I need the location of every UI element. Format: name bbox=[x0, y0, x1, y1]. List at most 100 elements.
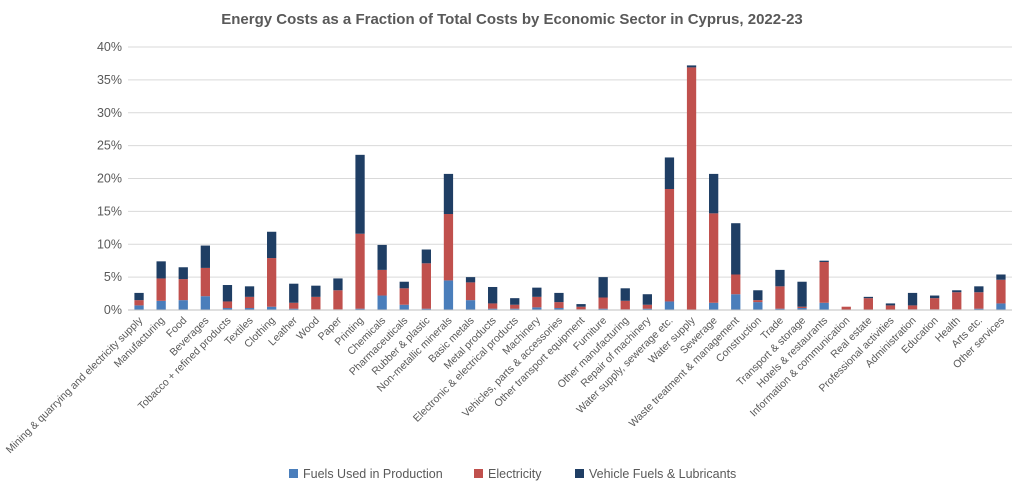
bar-segment-electricity bbox=[289, 302, 299, 309]
bar-segment-electricity bbox=[930, 298, 940, 310]
legend: Fuels Used in Production Electricity Vehic… bbox=[289, 467, 736, 481]
bar-segment-vehicle-fuels-lubricants bbox=[797, 281, 807, 307]
y-tick-label: 35% bbox=[97, 73, 122, 87]
bar-segment-vehicle-fuels-lubricants bbox=[554, 292, 564, 303]
bar-segment-vehicle-fuels-lubricants bbox=[443, 173, 454, 215]
bar-segment-fuels-used-in-production bbox=[421, 308, 431, 310]
bar-segment-vehicle-fuels-lubricants bbox=[333, 278, 343, 291]
bar-segment-electricity bbox=[709, 213, 719, 303]
x-category-label: Mining & quarrying and electricity suppl… bbox=[4, 314, 146, 456]
bar-segment-electricity bbox=[664, 189, 675, 302]
bar-segment-vehicle-fuels-lubricants bbox=[930, 295, 940, 299]
bar-segment-vehicle-fuels-lubricants bbox=[178, 267, 188, 280]
bar-segment-electricity bbox=[775, 286, 785, 309]
legend-swatch bbox=[474, 469, 483, 478]
y-tick-label: 5% bbox=[104, 270, 122, 284]
bar-segment-electricity bbox=[156, 278, 166, 301]
bar-segment-fuels-used-in-production bbox=[642, 308, 652, 310]
bar-segment-electricity bbox=[443, 214, 454, 281]
bar-segment-fuels-used-in-production bbox=[598, 308, 608, 310]
bar-segment-electricity bbox=[399, 288, 409, 305]
bar-segment-vehicle-fuels-lubricants bbox=[819, 260, 829, 263]
bar-segment-electricity bbox=[244, 296, 255, 309]
bar-segment-fuels-used-in-production bbox=[819, 302, 829, 310]
bar-segment-electricity bbox=[134, 300, 144, 306]
bar-segment-electricity bbox=[620, 300, 630, 310]
bar-segment-electricity bbox=[731, 274, 741, 295]
bar-segment-vehicle-fuels-lubricants bbox=[974, 286, 984, 293]
bar-segment-electricity bbox=[222, 301, 233, 309]
bar-segment-fuels-used-in-production bbox=[134, 305, 144, 310]
bar-segment-electricity bbox=[642, 304, 652, 309]
y-tick-label: 40% bbox=[97, 40, 122, 54]
bar-segment-fuels-used-in-production bbox=[377, 295, 387, 310]
y-tick-label: 0% bbox=[104, 303, 122, 317]
bar-segment-electricity bbox=[819, 262, 829, 303]
bar-segment-electricity bbox=[797, 306, 807, 309]
bar-segment-fuels-used-in-production bbox=[267, 306, 277, 310]
bar-segment-electricity bbox=[311, 296, 321, 310]
bar-segment-electricity bbox=[200, 267, 210, 297]
bar-segment-electricity bbox=[974, 292, 984, 309]
bar-segment-vehicle-fuels-lubricants bbox=[952, 290, 962, 293]
bar-segment-vehicle-fuels-lubricants bbox=[377, 244, 387, 270]
bar-segment-fuels-used-in-production bbox=[465, 300, 476, 310]
bar-segment-vehicle-fuels-lubricants bbox=[576, 304, 586, 307]
bar-segment-fuels-used-in-production bbox=[709, 302, 719, 310]
bar-segment-vehicle-fuels-lubricants bbox=[289, 283, 299, 303]
bar-segment-fuels-used-in-production bbox=[532, 307, 542, 310]
x-category-label: Wood bbox=[294, 315, 322, 343]
bar-segment-electricity bbox=[863, 298, 873, 310]
bar-segment-fuels-used-in-production bbox=[797, 308, 807, 310]
bar-segment-vehicle-fuels-lubricants bbox=[642, 294, 652, 305]
bar-segment-fuels-used-in-production bbox=[443, 280, 454, 310]
legend-label: Electricity bbox=[488, 467, 542, 481]
bar-segment-vehicle-fuels-lubricants bbox=[863, 296, 873, 299]
bar-segment-vehicle-fuels-lubricants bbox=[664, 157, 675, 190]
bar-segment-vehicle-fuels-lubricants bbox=[510, 298, 520, 305]
bar-segment-vehicle-fuels-lubricants bbox=[244, 286, 255, 297]
bar-segment-electricity bbox=[907, 305, 918, 310]
bar-segment-fuels-used-in-production bbox=[488, 308, 498, 310]
y-tick-label: 20% bbox=[97, 172, 122, 186]
bar-segment-electricity bbox=[686, 67, 697, 310]
bars bbox=[134, 65, 1006, 310]
bar-segment-vehicle-fuels-lubricants bbox=[156, 261, 166, 279]
bar-segment-fuels-used-in-production bbox=[289, 308, 299, 310]
bar-segment-electricity bbox=[355, 233, 365, 309]
bar-segment-electricity bbox=[952, 292, 962, 310]
y-tick-label: 25% bbox=[97, 139, 122, 153]
legend-label: Vehicle Fuels & Lubricants bbox=[589, 467, 736, 481]
y-tick-label: 30% bbox=[97, 106, 122, 120]
bar-segment-electricity bbox=[510, 304, 520, 309]
bar-segment-vehicle-fuels-lubricants bbox=[134, 292, 144, 301]
bar-segment-fuels-used-in-production bbox=[200, 296, 210, 310]
bar-segment-electricity bbox=[554, 302, 564, 309]
bar-segment-vehicle-fuels-lubricants bbox=[200, 245, 210, 268]
legend-swatch bbox=[289, 469, 298, 478]
bar-segment-fuels-used-in-production bbox=[731, 294, 741, 310]
bar-segment-vehicle-fuels-lubricants bbox=[907, 292, 918, 306]
bar-segment-electricity bbox=[532, 296, 542, 308]
y-tick-label: 15% bbox=[97, 204, 122, 218]
bar-segment-electricity bbox=[598, 297, 608, 309]
bar-segment-electricity bbox=[753, 300, 763, 303]
bar-segment-fuels-used-in-production bbox=[510, 308, 520, 310]
bar-segment-electricity bbox=[576, 306, 586, 310]
bar-segment-vehicle-fuels-lubricants bbox=[598, 277, 608, 298]
bar-segment-vehicle-fuels-lubricants bbox=[775, 269, 785, 287]
bar-segment-fuels-used-in-production bbox=[399, 304, 409, 310]
bar-segment-fuels-used-in-production bbox=[554, 308, 564, 310]
bar-segment-vehicle-fuels-lubricants bbox=[753, 290, 763, 301]
bar-segment-electricity bbox=[841, 306, 851, 310]
bar-segment-fuels-used-in-production bbox=[664, 301, 675, 310]
bar-segment-electricity bbox=[421, 263, 431, 309]
legend-swatch bbox=[575, 469, 584, 478]
bar-segment-fuels-used-in-production bbox=[974, 308, 984, 310]
bar-segment-vehicle-fuels-lubricants bbox=[488, 286, 498, 304]
bar-segment-vehicle-fuels-lubricants bbox=[267, 231, 277, 259]
bar-segment-vehicle-fuels-lubricants bbox=[620, 288, 630, 301]
bar-segment-vehicle-fuels-lubricants bbox=[355, 154, 365, 234]
